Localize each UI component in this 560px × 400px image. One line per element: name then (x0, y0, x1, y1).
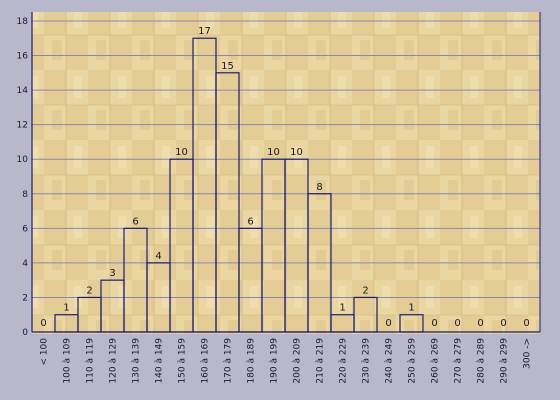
y-tick-label: 14 (17, 86, 29, 96)
x-tick-label: 220 à 229 (339, 338, 349, 384)
data-label: 1 (63, 303, 69, 314)
data-label: 2 (362, 285, 368, 296)
data-label: 0 (477, 318, 483, 329)
data-label: 17 (198, 26, 211, 37)
x-tick-label: 210 à 219 (316, 338, 326, 384)
x-tick-label: 130 à 139 (132, 338, 142, 384)
y-tick-label: 6 (22, 224, 28, 234)
x-tick-label: 230 à 239 (362, 338, 372, 384)
data-label: 0 (523, 318, 529, 329)
data-label: 2 (86, 285, 92, 296)
x-tick-label: 200 à 209 (293, 338, 303, 384)
x-tick-label: 170 à 179 (224, 338, 234, 384)
x-tick-label: 180 à 189 (247, 338, 257, 384)
x-tick-label: 290 à 299 (500, 338, 510, 384)
y-tick-label: 12 (17, 121, 28, 131)
axes (31, 12, 541, 333)
plot-area (32, 12, 540, 334)
y-tick-label: 18 (17, 17, 29, 27)
data-label: 0 (40, 318, 46, 329)
x-tick-label: 150 à 159 (178, 338, 188, 384)
data-label: 8 (316, 182, 322, 193)
y-tick-label: 8 (22, 190, 28, 200)
x-tick-label: 110 à 119 (86, 338, 96, 384)
data-label: 4 (155, 251, 161, 262)
x-tick-label: 140 à 149 (155, 338, 165, 384)
data-label: 10 (290, 147, 303, 158)
data-label: 10 (175, 147, 188, 158)
x-tick-label: 250 à 259 (408, 338, 418, 384)
bars (54, 37, 424, 333)
data-label: 1 (339, 303, 345, 314)
data-label: 0 (454, 318, 460, 329)
x-tick-label: < 100 (40, 338, 50, 366)
y-tick-label: 0 (22, 328, 28, 338)
y-tick-label: 10 (17, 155, 29, 165)
x-tick-label: 190 à 199 (270, 338, 280, 384)
x-tick-label: 160 à 169 (201, 338, 211, 384)
y-tick-label: 2 (22, 293, 28, 303)
x-tick-label: 280 à 289 (477, 338, 487, 384)
gridlines (32, 20, 540, 298)
y-tick-label: 4 (22, 259, 28, 269)
data-label: 0 (500, 318, 506, 329)
x-tick-labels: < 100 100 à 109 110 à 119 120 à 129 130 à 13… (40, 338, 533, 384)
x-tick-label: 260 à 269 (431, 338, 441, 384)
data-label: 0 (385, 318, 391, 329)
x-tick-label: 100 à 109 (63, 338, 73, 384)
y-tick-labels: 0 2 4 6 8 10 12 14 16 18 (17, 17, 29, 338)
data-label: 10 (267, 147, 280, 158)
data-label: 6 (132, 216, 138, 227)
data-label: 6 (247, 216, 253, 227)
x-tick-label: 300 -> (523, 338, 533, 369)
data-label: 0 (431, 318, 437, 329)
x-tick-label: 240 à 249 (385, 338, 395, 384)
data-label: 1 (408, 303, 414, 314)
data-label: 15 (221, 61, 234, 72)
data-label: 3 (109, 268, 115, 279)
x-tick-label: 270 à 279 (454, 338, 464, 384)
x-tick-label: 120 à 129 (109, 338, 119, 384)
y-tick-label: 16 (17, 52, 29, 62)
